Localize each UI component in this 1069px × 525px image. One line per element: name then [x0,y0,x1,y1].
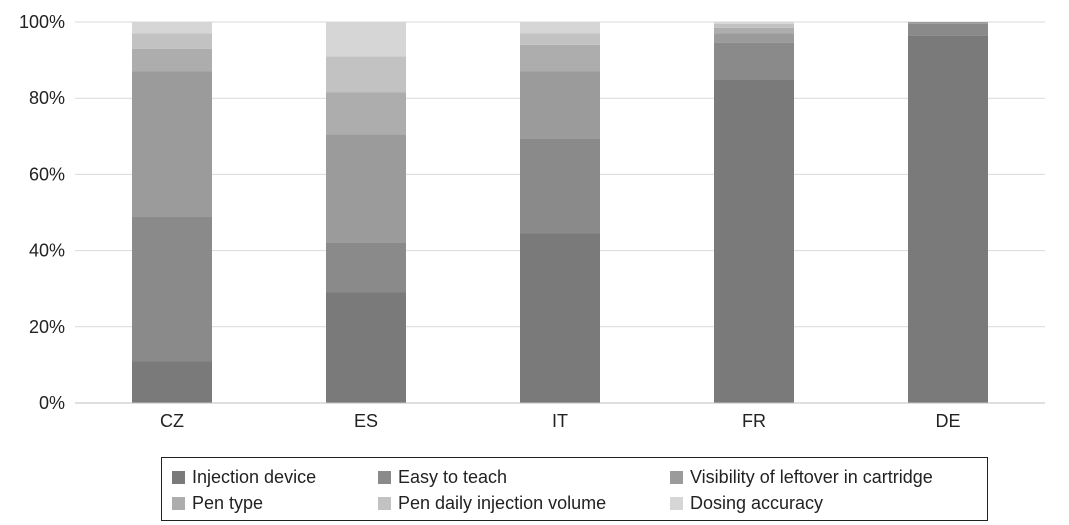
legend-item: Pen type [172,491,263,515]
chart-legend: Injection device Easy to teach Visibility … [161,457,988,521]
bar-segment [520,71,600,139]
legend-item: Dosing accuracy [670,491,823,515]
legend-label: Pen type [192,492,264,513]
x-tick-label: IT [552,411,568,431]
y-tick-label: 80% [29,88,65,108]
bar-segment [132,22,212,34]
bar-segment [132,361,212,403]
y-tick-label: 0% [39,393,65,413]
legend-item: Injection device [172,465,316,489]
bars [132,22,988,404]
y-tick-label: 20% [29,317,65,337]
bar-segment [326,292,406,403]
chart-plot-area: 0% 20% 40% 60% 80% 100% CZ ES IT FR DE [19,12,1045,431]
bar-segment [908,22,988,24]
bar-segment [326,56,406,93]
bar-segment [714,42,794,80]
bar-segment [132,33,212,49]
legend-label: Injection device [192,466,317,487]
bar-segment [714,23,794,28]
bar-segment [714,79,794,404]
legend-swatch [670,470,683,484]
legend-item: Visibility of leftover in cartridge [670,465,933,489]
legend-swatch [378,496,391,510]
y-tick-label: 100% [19,12,65,32]
legend-item: Easy to teach [378,465,507,489]
y-tick-label: 40% [29,241,65,261]
legend-swatch [378,470,391,484]
bar-segment [520,138,600,234]
legend-label: Pen daily injection volume [398,492,607,513]
bar-segment [326,134,406,243]
legend-label: Visibility of leftover in cartridge [690,466,933,487]
bar-segment [326,92,406,135]
legend-label: Easy to teach [398,466,508,487]
x-tick-label: CZ [160,411,184,431]
legend-label: Dosing accuracy [690,492,824,513]
legend-item: Pen daily injection volume [378,491,606,515]
legend-swatch [172,470,185,484]
bar-segment [520,44,600,72]
bar-segment [520,22,600,34]
x-tick-label: ES [354,411,378,431]
legend-swatch [172,496,185,510]
axes: 0% 20% 40% 60% 80% 100% CZ ES IT FR DE [19,12,1045,431]
bar-segment [714,22,794,24]
bar-segment [908,23,988,36]
bar-segment [714,27,794,34]
bar-segment [714,33,794,43]
bar-segment [132,216,212,362]
bar-segment [326,22,406,57]
bar-segment [132,71,212,217]
bar-segment [326,242,406,293]
bar-segment [132,48,212,72]
legend-swatch [670,496,683,510]
bar-segment [520,233,600,403]
x-tick-label: FR [742,411,766,431]
y-tick-label: 60% [29,164,65,184]
bar-segment [908,35,988,404]
x-tick-label: DE [935,411,960,431]
bar-segment [520,33,600,45]
